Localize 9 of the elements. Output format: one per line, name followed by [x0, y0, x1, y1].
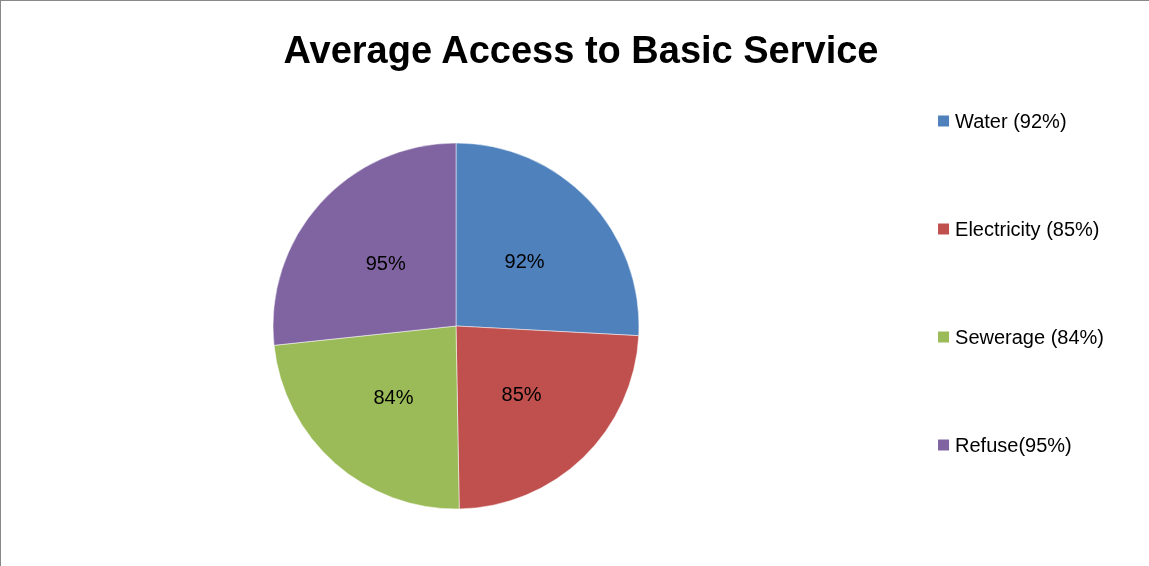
- data-label: 95%: [365, 251, 406, 274]
- legend-label: Sewerage (84%): [955, 326, 1104, 348]
- legend-label: Refuse(95%): [955, 434, 1072, 456]
- chart-title: Average Access to Basic Service: [283, 29, 879, 71]
- legend-label: Water (92%): [955, 110, 1067, 132]
- legend-label: Electricity (85%): [955, 218, 1100, 240]
- data-label: 92%: [504, 249, 545, 272]
- data-label: 84%: [373, 385, 414, 408]
- data-label: 85%: [501, 382, 542, 405]
